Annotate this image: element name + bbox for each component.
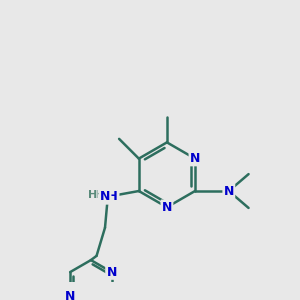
Text: N: N <box>190 152 200 165</box>
Text: N: N <box>224 184 234 197</box>
Text: N: N <box>100 190 110 203</box>
Text: N: N <box>65 290 75 300</box>
Text: H: H <box>95 190 104 200</box>
Text: NH: NH <box>98 190 118 203</box>
Text: N: N <box>162 201 172 214</box>
Text: H: H <box>88 190 97 200</box>
Text: N: N <box>106 266 117 279</box>
